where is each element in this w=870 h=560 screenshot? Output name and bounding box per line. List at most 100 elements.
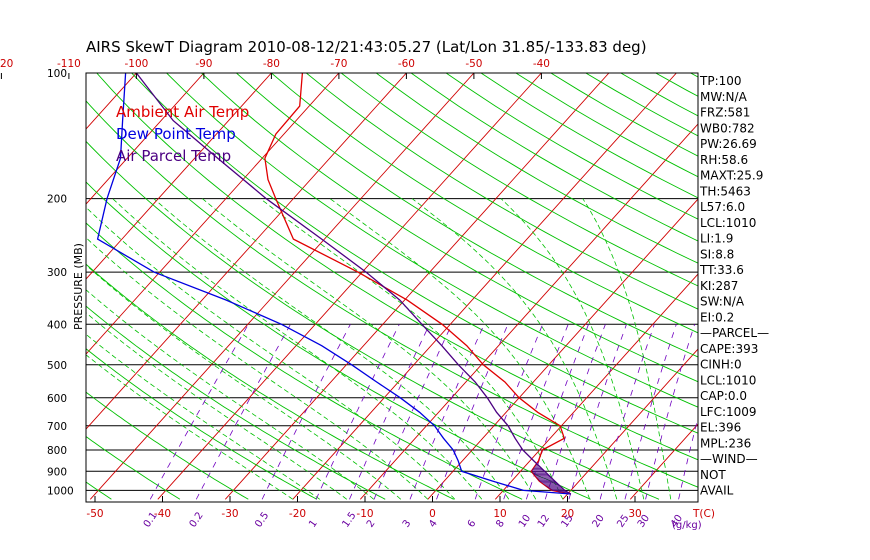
pressure-tick-label: 400 xyxy=(47,319,67,331)
profile-layer xyxy=(96,73,572,495)
top-temp-tick-label: -80 xyxy=(263,58,280,70)
mixing-ratio-line xyxy=(436,324,509,500)
pressure-tick-label: 800 xyxy=(47,445,67,457)
mixing-ratio-line xyxy=(409,324,485,500)
dry-adiabat-line xyxy=(86,435,181,500)
pressure-tick-label: 900 xyxy=(47,466,67,478)
top-temp-tick-label: -110 xyxy=(57,58,81,70)
bottom-temp-tick-label: -20 xyxy=(289,508,306,520)
stability-index-label: FRZ:581 xyxy=(700,106,750,120)
moist-adiabat-line xyxy=(86,237,429,500)
isotherm-line xyxy=(0,73,1,499)
dry-adiabat-line xyxy=(86,305,386,500)
dry-adiabat-line xyxy=(375,73,698,264)
isotherm-line xyxy=(86,73,340,355)
bottom-temp-tick-label: -30 xyxy=(221,508,238,520)
dry-adiabat-line xyxy=(86,181,591,500)
dry-adiabat-line xyxy=(445,73,698,220)
isotherm-line xyxy=(427,198,698,500)
top-temp-tick-label: -100 xyxy=(124,58,148,70)
top-temp-tick-label: -70 xyxy=(330,58,347,70)
top-temp-tick-label: -40 xyxy=(533,58,550,70)
moist-adiabat-line xyxy=(582,198,672,500)
moist-adiabat-line xyxy=(202,198,537,500)
mixing-ratio-line xyxy=(624,324,677,500)
temp-unit-label: T(C) xyxy=(692,508,715,520)
grid-layer xyxy=(0,73,870,500)
moist-adiabat-line xyxy=(112,198,483,500)
isotherm-line xyxy=(86,73,407,430)
pressure-tick-label: 600 xyxy=(47,393,67,405)
isotherm-line xyxy=(833,73,870,499)
pressure-tick-label: 1000 xyxy=(47,485,74,497)
isotherm-line xyxy=(292,73,677,500)
bottom-temp-tick-label: -50 xyxy=(86,508,103,520)
stability-index-label: CINH:0 xyxy=(700,358,742,372)
mixing-ratio-line xyxy=(373,324,453,500)
dry-adiabat-line xyxy=(0,73,43,499)
moist-adiabat-line xyxy=(329,198,591,500)
stability-index-label: CAPE:393 xyxy=(700,342,758,356)
dew-point-line xyxy=(96,73,571,495)
plot-frame xyxy=(85,72,699,503)
dry-adiabat-line xyxy=(86,263,454,500)
stability-index-label: AVAIL xyxy=(700,484,734,498)
mixing-ratio-line xyxy=(599,324,655,500)
dry-adiabat-line xyxy=(306,73,698,310)
mixing-ratio-label: 12 xyxy=(536,513,552,530)
dry-adiabat-line xyxy=(515,73,698,178)
pressure-tick-label: 500 xyxy=(47,360,67,372)
stability-index-label: PW:26.69 xyxy=(700,137,757,151)
moist-adiabat-line xyxy=(86,289,375,500)
legend: Ambient Air Temp Dew Point Temp Air Parcel… xyxy=(116,103,249,165)
moist-adiabat-line xyxy=(86,354,294,500)
stability-index-label: SW:N/A xyxy=(700,295,745,309)
stability-index-label: CAP:0.0 xyxy=(700,389,747,403)
pressure-tick-label: 100 xyxy=(47,68,67,80)
moist-adiabat-line xyxy=(153,198,510,500)
pressure-tick-label: 700 xyxy=(47,421,67,433)
y-axis-label: PRESSURE (MB) xyxy=(72,243,85,330)
dry-adiabat-line xyxy=(271,73,698,334)
dry-adiabat-line xyxy=(86,100,698,488)
dry-adiabat-line xyxy=(236,73,698,358)
isotherm-line xyxy=(0,73,69,499)
stability-index-label: LI:1.9 xyxy=(700,232,733,246)
dry-adiabat-line xyxy=(86,481,112,500)
top-temp-tick-label: -90 xyxy=(195,58,212,70)
isotherm-line xyxy=(89,73,475,500)
mixing-ratio-line xyxy=(195,324,291,500)
isotherm-line xyxy=(157,73,542,500)
mixing-ratio-line xyxy=(349,324,430,500)
moist-adiabat-line xyxy=(86,333,321,500)
dry-adiabat-line xyxy=(96,73,698,461)
moist-adiabat-line xyxy=(86,206,456,500)
stability-index-label: MPL:236 xyxy=(700,436,751,450)
stability-index-label: RH:58.6 xyxy=(700,153,748,167)
mixing-ratio-line xyxy=(315,324,400,500)
mixing-ratio-label: 10 xyxy=(517,513,533,530)
stability-index-label: NOT xyxy=(700,468,726,482)
top-temp-tick-label: -60 xyxy=(398,58,415,70)
stability-index-label: MW:N/A xyxy=(700,90,748,104)
mixing-ratio-line xyxy=(149,324,249,500)
dry-adiabat-line xyxy=(166,73,698,408)
stability-index-label: TP:100 xyxy=(699,74,742,88)
legend-entry: Ambient Air Temp xyxy=(116,103,249,121)
mixing-ratio-line xyxy=(645,324,695,500)
mixing-ratio-label: 8 xyxy=(494,518,507,530)
isotherm-line xyxy=(765,73,870,499)
stability-index-label: EI:0.2 xyxy=(700,310,734,324)
dry-adiabat-line xyxy=(340,73,698,287)
mixing-ratio-label: 1 xyxy=(307,518,320,530)
legend-entry: Dew Point Temp xyxy=(116,125,236,143)
moist-adiabat-line xyxy=(500,198,645,500)
dry-adiabat-line xyxy=(86,222,523,500)
top-temp-tick-label: -50 xyxy=(465,58,482,70)
stability-index-label: MAXT:25.9 xyxy=(700,169,763,183)
mixing-ratio-label: 6 xyxy=(466,518,479,530)
mixing-ratio-label: 3 xyxy=(401,518,414,530)
dry-adiabat-line xyxy=(131,73,698,434)
